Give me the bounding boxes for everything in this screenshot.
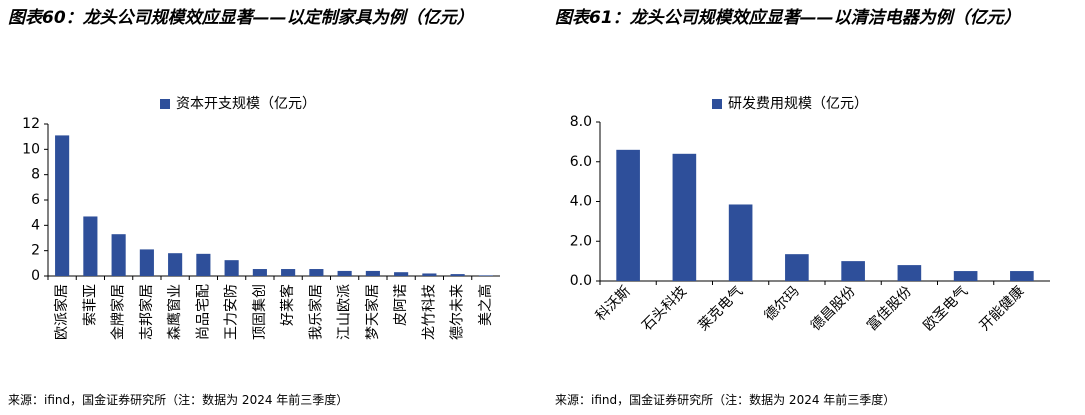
x-tick-label: 石头科技 [639,283,690,334]
bar [196,253,211,276]
y-tick-label: 12 [22,116,40,132]
x-tick-label: 莱克电气 [695,283,746,334]
bar [55,135,70,276]
bar [616,149,640,281]
bar [1010,271,1034,281]
bar [953,271,978,281]
x-tick-label: 开能健康 [976,283,1028,335]
bar [672,153,697,281]
x-tick-label: 德昌股份 [808,283,859,334]
y-tick-label: 4.0 [570,194,592,210]
bar [139,249,154,276]
bar [841,261,865,281]
bar [281,269,296,276]
x-tick-label: 索菲亚 [81,284,98,326]
legend-label: 研发费用规模（亿元） [728,96,868,112]
legend-swatch [160,99,170,109]
bar [450,274,465,276]
y-tick-label: 6.0 [570,154,592,170]
y-tick-label: 0 [31,268,40,284]
y-tick-label: 2 [31,243,40,259]
bar [309,269,324,276]
y-tick-label: 8 [31,167,40,183]
bar [83,216,98,276]
y-tick-label: 8.0 [570,114,592,130]
y-tick-label: 6 [31,192,40,208]
bar [422,273,437,276]
y-tick-label: 0.0 [570,273,592,289]
source-note: 来源：ifind，国金证券研究所（注：数据为 2024 年前三季度） [555,393,896,407]
x-tick-label: 尚品宅配 [195,284,211,340]
bar [478,275,493,276]
x-tick-label: 龙竹科技 [421,284,437,340]
chart-title: 图表60：龙头公司规模效应显著——以定制家具为例（亿元） [8,8,474,28]
x-tick-label: 好莱客 [279,284,296,326]
x-tick-label: 皮阿诺 [393,284,409,326]
bar [111,234,126,276]
legend-label: 资本开支规模（亿元） [176,96,316,112]
x-tick-label: 志邦家居 [138,284,155,340]
bar [394,272,409,276]
x-tick-label: 森鹰窗业 [166,284,183,340]
x-tick-label: 富佳股份 [863,283,915,335]
x-tick-label: 欧圣电气 [920,283,971,334]
bar [365,270,380,276]
bar [224,260,239,276]
bar [785,254,809,281]
y-tick-label: 4 [31,217,40,233]
x-tick-label: 德尔玛 [762,283,803,324]
y-tick-label: 10 [22,141,40,157]
chart-title: 图表61：龙头公司规模效应显著——以清洁电器为例（亿元） [555,8,1021,28]
x-tick-label: 金牌家居 [110,284,127,340]
bar [252,269,267,276]
legend-swatch [712,99,722,109]
y-tick-label: 2.0 [570,233,592,249]
x-tick-label: 顶固集创 [251,284,268,340]
bar [728,204,753,281]
x-tick-label: 欧派家居 [53,284,70,340]
x-tick-label: 王力安防 [224,284,240,340]
x-tick-label: 梦天家居 [364,284,381,340]
x-tick-label: 江山欧派 [337,284,353,340]
bar [168,253,183,276]
x-tick-label: 美之高 [477,284,494,326]
bar [897,265,922,281]
x-tick-label: 德尔未来 [450,284,466,340]
source-note: 来源：ifind，国金证券研究所（注：数据为 2024 年前三季度） [8,393,349,407]
x-tick-label: 我乐家居 [307,284,324,340]
bar [337,270,352,276]
x-tick-label: 科沃斯 [593,283,634,324]
